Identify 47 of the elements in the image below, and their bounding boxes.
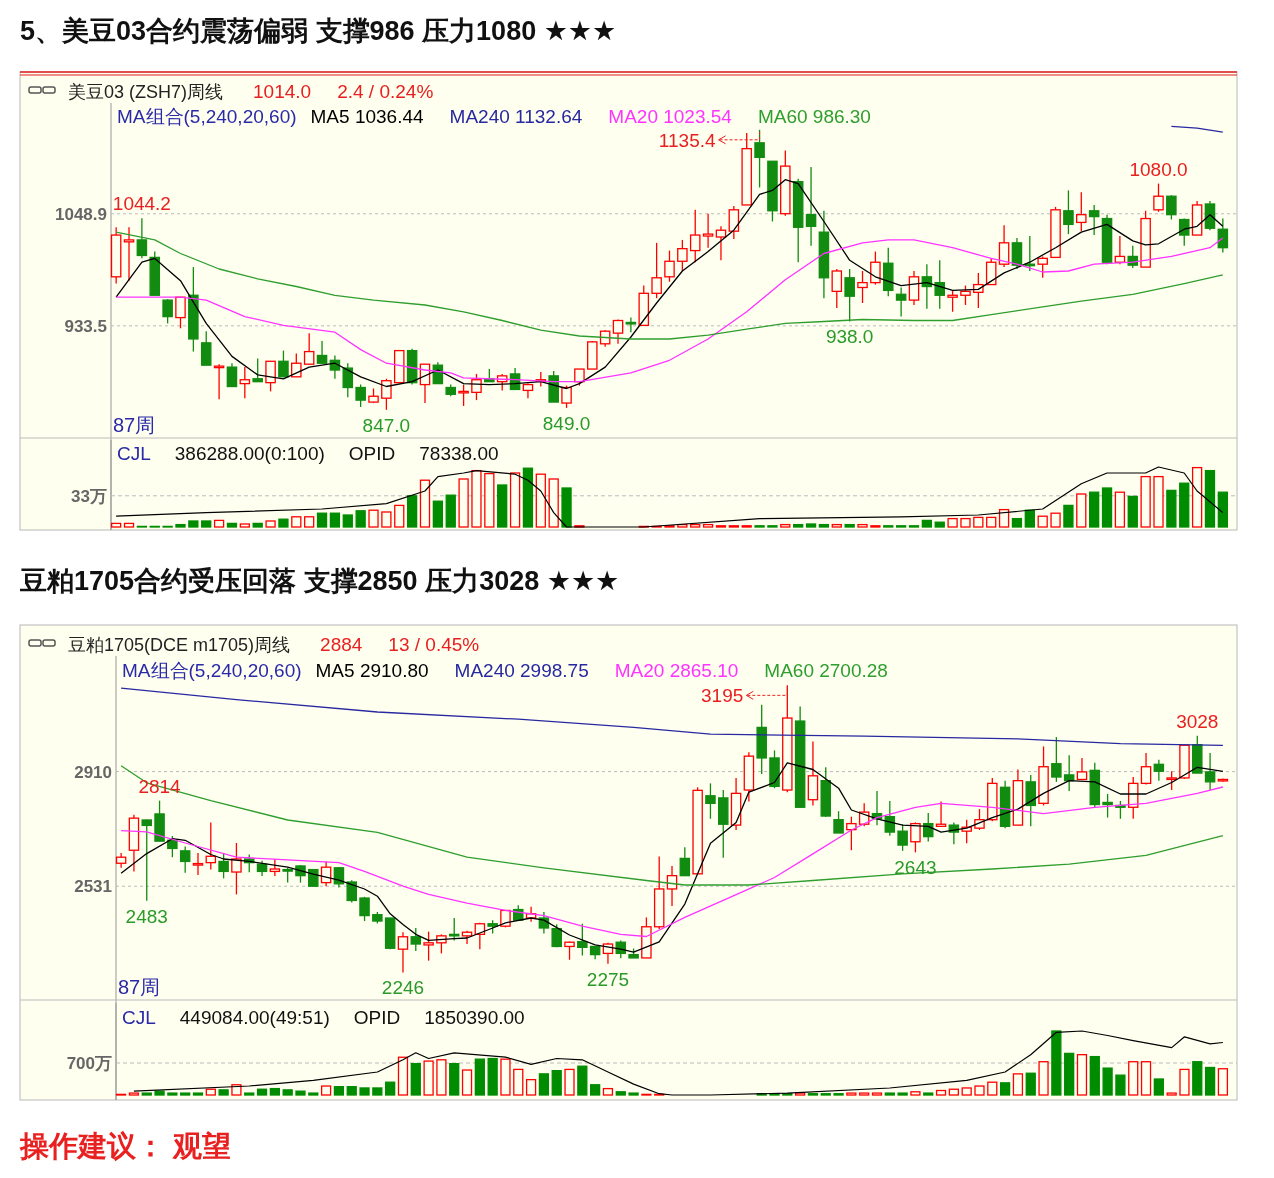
text: MA5 1036.44 xyxy=(310,106,424,127)
annotation: 2483 xyxy=(125,905,168,927)
text: 操作建议： 观望 xyxy=(19,1130,232,1162)
annotation: 849.0 xyxy=(542,412,591,434)
text: 386288.00(0:100) xyxy=(174,443,325,464)
annotation: 938.0 xyxy=(825,326,874,348)
annotation: 2643 xyxy=(894,857,937,879)
legend-title: MA组合(5,240,20,60) xyxy=(117,106,297,127)
chart-title: 豆粕1705合约受压回落 支撑2850 压力3028 ★★★ xyxy=(19,566,620,596)
annotation: 1080.0 xyxy=(1129,158,1188,180)
ref-line-label: 700万 xyxy=(66,1054,112,1073)
annotation: 3028 xyxy=(1176,710,1219,732)
annotation: 847.0 xyxy=(362,414,411,436)
ref-line-label: 33万 xyxy=(71,486,107,506)
text: 1014.0 xyxy=(253,81,312,102)
chart-title: 5、美豆03合约震荡偏弱 支撑986 压力1080 ★★★ xyxy=(20,16,617,46)
text: OPID xyxy=(348,443,396,464)
legend-title: MA组合(5,240,20,60) xyxy=(122,660,302,681)
text: 2884 xyxy=(320,634,363,655)
text: MA20 2865.10 xyxy=(614,660,739,681)
text: MA60 986.30 xyxy=(757,106,871,127)
text: MA20 1023.54 xyxy=(608,106,733,127)
text: 449084.00(49:51) xyxy=(179,1007,330,1028)
annotation: 1135.4 xyxy=(658,129,717,151)
text: CJL xyxy=(117,443,151,464)
text: CJL xyxy=(122,1007,156,1028)
annotation: 1044.2 xyxy=(112,193,171,215)
annotation: 3195 xyxy=(701,685,744,707)
text: 13 / 0.45% xyxy=(388,634,480,655)
annotation: 2275 xyxy=(586,968,630,990)
text: MA240 1132.64 xyxy=(449,106,583,127)
chart-subtitle: 豆粕1705(DCE m1705)周线 xyxy=(68,635,291,655)
y-tick-label: 2531 xyxy=(74,877,112,897)
annotation: 2246 xyxy=(381,977,425,999)
y-tick-label: 933.5 xyxy=(64,316,107,336)
text: 78338.00 xyxy=(419,443,499,464)
text: OPID xyxy=(353,1007,401,1028)
y-tick-label: 1048.9 xyxy=(55,204,107,224)
text: MA60 2700.28 xyxy=(764,660,888,681)
x-axis-title: 87周 xyxy=(113,414,156,436)
chart-subtitle: 美豆03 (ZSH7)周线 xyxy=(68,82,224,102)
x-axis-title: 87周 xyxy=(118,976,161,998)
text: MA5 2910.80 xyxy=(315,660,429,681)
y-tick-label: 2910 xyxy=(74,762,112,782)
text: 2.4 / 0.24% xyxy=(337,81,434,102)
text: 1850390.00 xyxy=(424,1007,525,1028)
series-label: MA240 2998.75 xyxy=(454,660,589,681)
